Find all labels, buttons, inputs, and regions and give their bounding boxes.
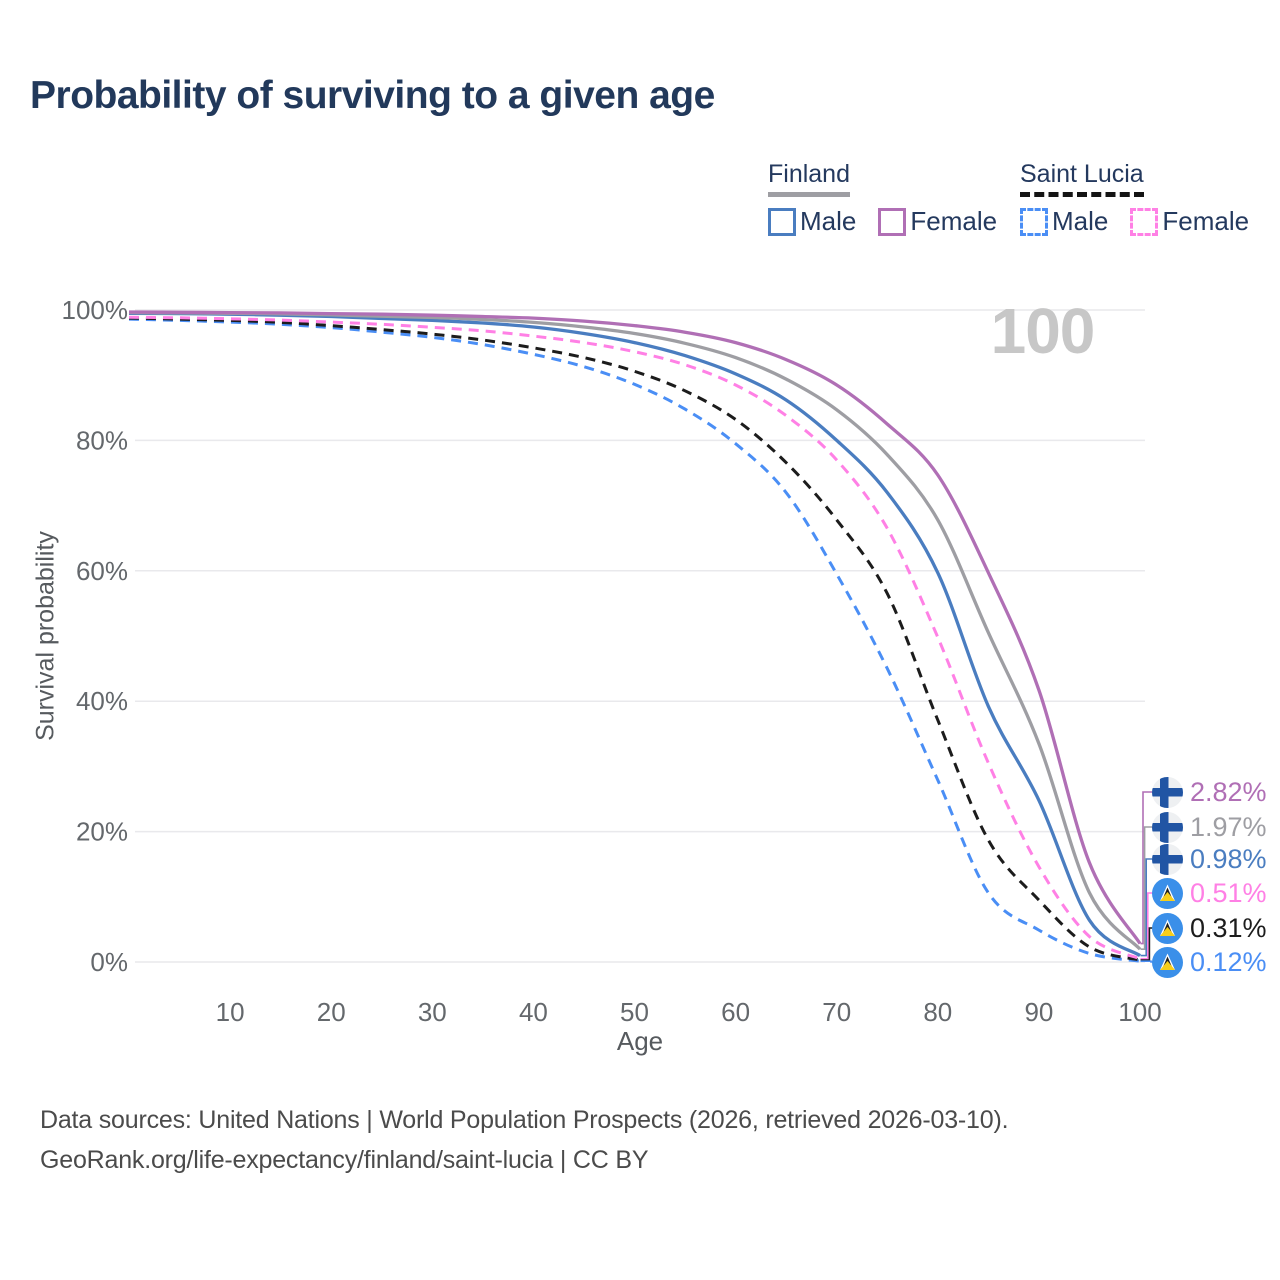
- end-label-connector: [1140, 826, 1154, 951]
- series-line-saint-lucia-female[interactable]: [128, 315, 1141, 961]
- end-label-value: 0.51%: [1190, 877, 1267, 908]
- end-label-value: 0.98%: [1190, 843, 1267, 874]
- end-label-connector: [1140, 791, 1154, 945]
- y-tick-label: 80%: [76, 425, 128, 455]
- x-tick-label: 80: [923, 997, 952, 1027]
- legend-group-saint-lucia: Saint Lucia Male Female: [1020, 160, 1271, 237]
- end-label-connector: [1140, 858, 1154, 957]
- x-tick-label: 10: [216, 997, 245, 1027]
- finland-flag-icon: [1152, 776, 1183, 808]
- legend-label-finland-female: Female: [910, 206, 998, 236]
- hovered-age-value: 100: [990, 295, 1096, 367]
- end-label-finland-female: 2.82%: [1152, 776, 1267, 808]
- end-label-finland-male: 0.98%: [1152, 843, 1267, 875]
- saint-lucia-flag-icon: [1152, 912, 1183, 944]
- y-axis-title: Survival probability: [31, 531, 60, 741]
- x-tick-label: 90: [1024, 997, 1053, 1027]
- legend-label-finland-male: Male: [800, 206, 857, 236]
- end-label-saint-lucia-female: 0.51%: [1152, 877, 1267, 909]
- end-label-connector: [1140, 892, 1154, 960]
- chart-title: Probability of surviving to a given age: [30, 74, 715, 117]
- finland-female-line-swatch-icon: [878, 207, 907, 236]
- series-line-saint-lucia-male[interactable]: [128, 317, 1141, 963]
- legend-item-saint-lucia-male[interactable]: Male: [1020, 206, 1108, 237]
- series-line-finland[interactable]: [128, 310, 1142, 951]
- saint-lucia-flag-icon: [1152, 946, 1183, 978]
- attribution-link: GeoRank.org/life-expectancy/finland/sain…: [40, 1146, 649, 1174]
- x-tick-label: 40: [519, 997, 548, 1027]
- end-label-value: 1.97%: [1190, 811, 1267, 842]
- y-tick-label: 40%: [76, 686, 128, 716]
- legend-item-saint-lucia-female[interactable]: Female: [1130, 206, 1249, 237]
- legend-country-finland: Finland: [768, 160, 850, 197]
- x-tick-label: 60: [721, 997, 750, 1027]
- finland-flag-icon: [1152, 843, 1183, 875]
- end-label-value: 0.31%: [1190, 912, 1267, 943]
- series-line-finland-female[interactable]: [128, 310, 1142, 945]
- x-tick-label: 50: [620, 997, 649, 1027]
- end-label-value: 2.82%: [1190, 776, 1267, 807]
- y-tick-label: 100%: [62, 295, 129, 325]
- legend-item-finland-male[interactable]: Male: [768, 206, 856, 237]
- x-tick-label: 70: [822, 997, 851, 1027]
- saint-lucia-flag-icon: [1152, 877, 1183, 909]
- saint-lucia-male-line-swatch-icon: [1020, 207, 1048, 236]
- x-tick-label: 30: [418, 997, 447, 1027]
- y-tick-label: 20%: [76, 817, 128, 847]
- legend-label-saint-lucia-male: Male: [1052, 206, 1109, 236]
- series-line-saint-lucia[interactable]: [128, 316, 1141, 962]
- data-sources-note: Data sources: United Nations | World Pop…: [40, 1106, 1009, 1134]
- end-label-connector: [1140, 927, 1154, 961]
- legend-item-finland-female[interactable]: Female: [878, 206, 997, 237]
- y-tick-label: 0%: [90, 947, 128, 977]
- legend-group-finland: Finland Male Female: [768, 160, 1019, 237]
- x-axis-title: Age: [616, 1026, 664, 1056]
- finland-flag-icon: [1152, 811, 1183, 843]
- end-label-saint-lucia: 0.31%: [1152, 912, 1267, 944]
- x-tick-label: 20: [317, 997, 346, 1027]
- y-tick-label: 60%: [76, 556, 128, 586]
- legend-country-saint-lucia: Saint Lucia: [1020, 160, 1144, 197]
- legend-label-saint-lucia-female: Female: [1162, 206, 1250, 236]
- x-tick-label: 100: [1118, 997, 1161, 1027]
- saint-lucia-female-line-swatch-icon: [1130, 207, 1159, 236]
- end-label-value: 0.12%: [1190, 946, 1267, 977]
- finland-male-line-swatch-icon: [768, 207, 796, 236]
- end-label-finland: 1.97%: [1152, 811, 1267, 843]
- end-label-saint-lucia-male: 0.12%: [1152, 946, 1267, 978]
